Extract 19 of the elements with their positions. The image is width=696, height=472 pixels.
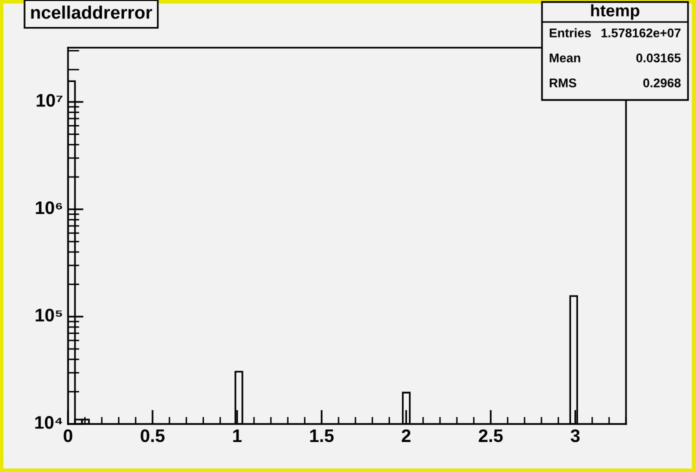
x-tick-label: 2.5 <box>478 429 503 442</box>
text: htemp <box>591 4 640 20</box>
x-tick-label: 0 <box>64 429 72 442</box>
text: Entries <box>550 28 591 38</box>
x-tick-label: 0.5 <box>140 429 165 442</box>
text: 1.578162e+07 <box>602 28 680 38</box>
x-tick-label: 3 <box>570 429 580 442</box>
y-tick-label: 10⁵ <box>36 308 62 322</box>
x-tick-label: 1.5 <box>310 430 334 442</box>
x-tick-label: 2 <box>402 429 410 442</box>
y-tick-label: 10⁴ <box>35 416 62 429</box>
y-tick-label: 10⁶ <box>36 201 62 214</box>
annotation: RMS <box>550 78 576 88</box>
text: 0.2968 <box>643 78 681 88</box>
annotation: Mean <box>550 54 580 62</box>
x-tick-label: 1 <box>233 430 242 442</box>
chart-title: ncelladdrerror <box>31 6 152 19</box>
text: 0.03165 <box>636 54 681 62</box>
y-tick-label: 10⁷ <box>36 94 62 107</box>
